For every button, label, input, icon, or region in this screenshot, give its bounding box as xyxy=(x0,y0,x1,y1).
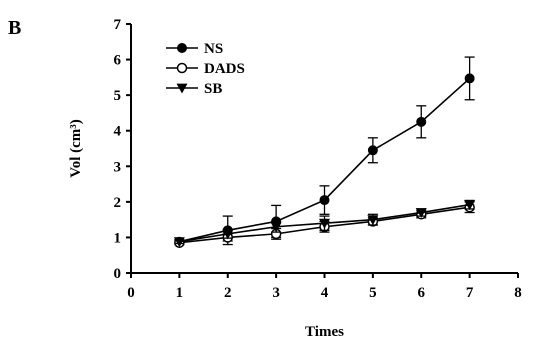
x-tick-label: 0 xyxy=(127,285,135,301)
data-point xyxy=(176,83,188,94)
legend-label: DADS xyxy=(204,61,245,77)
data-point xyxy=(270,222,282,233)
y-tick-label: 1 xyxy=(114,230,122,246)
legend-item-ns: NS xyxy=(166,41,223,57)
x-tick-label: 1 xyxy=(176,285,184,301)
data-point xyxy=(367,215,379,226)
data-point xyxy=(464,73,475,84)
x-tick-label: 8 xyxy=(514,285,522,301)
series-sb xyxy=(173,199,476,248)
y-tick-label: 3 xyxy=(114,159,122,175)
data-point xyxy=(222,229,234,240)
legend-label: SB xyxy=(204,81,222,97)
data-point xyxy=(416,116,427,127)
x-tick-label: 7 xyxy=(466,285,474,301)
x-tick-label: 2 xyxy=(224,285,232,301)
data-point xyxy=(176,62,188,74)
data-point xyxy=(415,208,427,219)
data-point xyxy=(319,195,330,206)
legend-item-sb: SB xyxy=(166,81,222,97)
y-axis-title: Vol (cm³) xyxy=(68,119,84,178)
x-tick-label: 4 xyxy=(321,285,329,301)
x-tick-label: 5 xyxy=(369,285,377,301)
x-axis-title: Times xyxy=(305,324,344,340)
data-point xyxy=(173,237,185,248)
x-tick-label: 3 xyxy=(272,285,280,301)
panel-label: B xyxy=(8,17,21,39)
data-point xyxy=(464,200,476,211)
data-point xyxy=(177,43,187,53)
y-tick-label: 0 xyxy=(114,266,122,282)
series-layer xyxy=(173,56,476,249)
data-point xyxy=(319,218,330,229)
y-tick-label: 2 xyxy=(114,195,122,211)
y-tick-label: 4 xyxy=(114,124,122,140)
axis-ticks: 0 1 2 3 4 5 6 7 0 1 2 3 4 5 6 7 8 xyxy=(114,17,522,301)
data-point xyxy=(367,145,378,156)
y-tick-label: 7 xyxy=(114,17,122,33)
axes xyxy=(130,24,518,274)
y-tick-label: 6 xyxy=(114,53,122,69)
legend: NS DADS SB xyxy=(166,41,245,97)
x-tick-label: 6 xyxy=(418,285,426,301)
y-tick-label: 5 xyxy=(114,88,122,104)
legend-label: NS xyxy=(204,41,223,57)
legend-item-dads: DADS xyxy=(166,61,245,77)
